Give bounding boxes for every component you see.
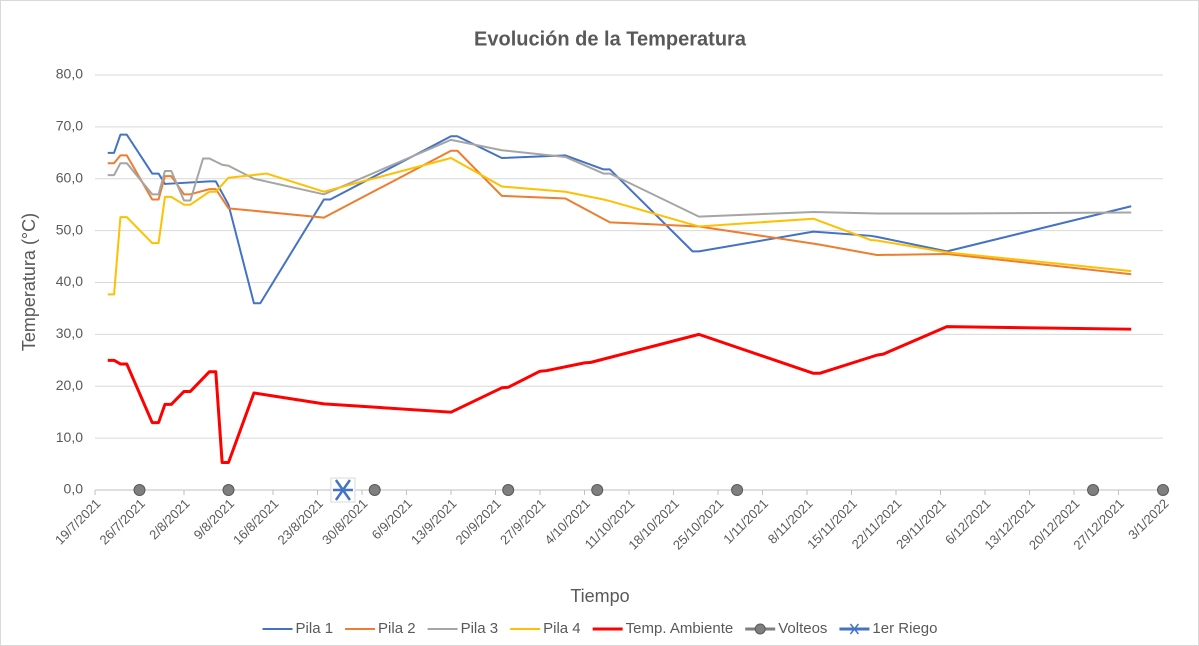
series-line: [107, 138, 1132, 218]
marker: [731, 484, 744, 496]
y-tick-label: 10,0: [56, 429, 83, 445]
marker-stroke: [334, 479, 351, 501]
y-tick-label: 80,0: [56, 66, 83, 82]
y-tick-label: 60,0: [56, 169, 83, 185]
y-tick-label: 70,0: [56, 118, 83, 134]
y-tick-label: 20,0: [56, 377, 83, 393]
legend-item: Pila 1: [262, 620, 334, 637]
legend-item: Pila 3: [427, 620, 499, 637]
legend: Pila 1 Pila 2 Pila 3 Pila 4 Temp. Ambiente Vo…: [262, 620, 937, 637]
marker: [1087, 484, 1100, 496]
legend-marker: [849, 623, 860, 635]
y-tick-label: 0,0: [64, 481, 84, 497]
x-axis-label: Tiempo: [570, 586, 629, 606]
marker: [1157, 484, 1169, 496]
legend-label: 1er Riego: [872, 620, 937, 637]
marker: [368, 484, 381, 496]
marker: [222, 484, 235, 496]
series-line: [107, 149, 1132, 276]
legend-item: 1er Riego: [839, 620, 937, 637]
y-tick-label: 40,0: [56, 273, 83, 289]
legend-item: Pila 2: [345, 620, 416, 637]
y-axis-label: Temperatura (°C): [19, 213, 39, 351]
legend-item: Pila 4: [510, 620, 581, 637]
legend-item: Volteos: [745, 620, 827, 637]
marker: [133, 484, 146, 496]
legend-marker: [754, 623, 766, 635]
marker: [502, 484, 515, 496]
series-line: [107, 157, 1132, 296]
legend-item: Temp. Ambiente: [592, 620, 734, 637]
legend-label: Temp. Ambiente: [626, 620, 734, 637]
series-line: [107, 325, 1132, 465]
legend-label: Pila 4: [543, 620, 581, 637]
y-tick-label: 30,0: [56, 325, 83, 341]
legend-label: Volteos: [778, 620, 827, 637]
legend-label: Pila 1: [296, 620, 334, 637]
y-tick-label: 50,0: [56, 221, 83, 237]
marker: [591, 484, 604, 496]
marker: [330, 477, 356, 503]
chart-title: Evolución de la Temperatura: [474, 28, 747, 50]
legend-label: Pila 3: [461, 620, 499, 637]
legend-label: Pila 2: [378, 620, 416, 637]
